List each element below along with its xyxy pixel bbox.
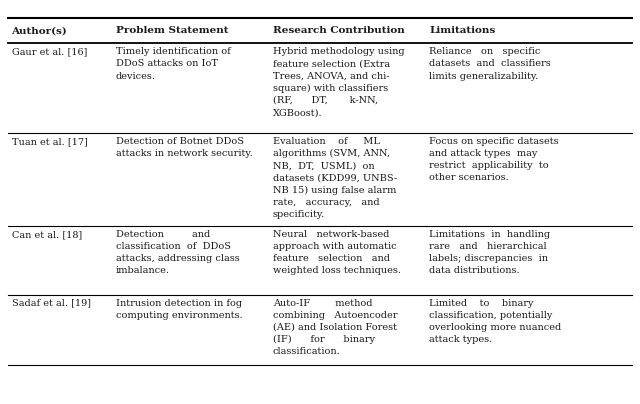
Text: attacks in network security.: attacks in network security. (116, 149, 253, 158)
Text: devices.: devices. (116, 72, 156, 80)
Text: attack types.: attack types. (429, 335, 493, 344)
Text: (IF)      for      binary: (IF) for binary (273, 335, 374, 344)
Text: combining   Autoencoder: combining Autoencoder (273, 311, 397, 320)
Text: Can et al. [18]: Can et al. [18] (12, 230, 82, 239)
Text: specificity.: specificity. (273, 210, 325, 219)
Text: feature selection (Extra: feature selection (Extra (273, 59, 390, 68)
Text: datasets (KDD99, UNBS-: datasets (KDD99, UNBS- (273, 173, 397, 183)
Text: data distributions.: data distributions. (429, 266, 520, 276)
Text: imbalance.: imbalance. (116, 266, 170, 276)
Text: rate,   accuracy,   and: rate, accuracy, and (273, 198, 380, 207)
Text: Limited    to    binary: Limited to binary (429, 299, 534, 307)
Text: classification.: classification. (273, 347, 340, 356)
Text: restrict  applicability  to: restrict applicability to (429, 161, 549, 170)
Text: Timely identification of: Timely identification of (116, 47, 230, 56)
Text: approach with automatic: approach with automatic (273, 242, 396, 251)
Text: NB,  DT,  USML)  on: NB, DT, USML) on (273, 161, 374, 170)
Text: Neural   network-based: Neural network-based (273, 230, 389, 239)
Text: Limitations: Limitations (429, 26, 496, 35)
Text: other scenarios.: other scenarios. (429, 173, 509, 183)
Text: Hybrid methodology using: Hybrid methodology using (273, 47, 404, 56)
Text: attacks, addressing class: attacks, addressing class (116, 254, 239, 263)
Text: datasets  and  classifiers: datasets and classifiers (429, 59, 551, 68)
Text: and attack types  may: and attack types may (429, 149, 538, 158)
Text: (AE) and Isolation Forest: (AE) and Isolation Forest (273, 323, 397, 332)
Text: rare   and   hierarchical: rare and hierarchical (429, 242, 547, 251)
Text: Detection of Botnet DDoS: Detection of Botnet DDoS (116, 137, 244, 146)
Text: Intrusion detection in fog: Intrusion detection in fog (116, 299, 242, 307)
Text: square) with classifiers: square) with classifiers (273, 84, 388, 93)
Text: Research Contribution: Research Contribution (273, 26, 404, 35)
Text: algorithms (SVM, ANN,: algorithms (SVM, ANN, (273, 149, 390, 158)
Text: Evaluation    of     ML: Evaluation of ML (273, 137, 380, 146)
Text: feature   selection   and: feature selection and (273, 254, 390, 263)
Text: Detection         and: Detection and (116, 230, 210, 239)
Text: Author(s): Author(s) (12, 26, 67, 35)
Text: Focus on specific datasets: Focus on specific datasets (429, 137, 559, 146)
Text: Limitations  in  handling: Limitations in handling (429, 230, 550, 239)
Text: Trees, ANOVA, and chi-: Trees, ANOVA, and chi- (273, 72, 389, 80)
Text: NB 15) using false alarm: NB 15) using false alarm (273, 185, 396, 195)
Text: weighted loss techniques.: weighted loss techniques. (273, 266, 401, 276)
Text: Auto-IF        method: Auto-IF method (273, 299, 372, 307)
Text: computing environments.: computing environments. (116, 311, 243, 320)
Text: Problem Statement: Problem Statement (116, 26, 228, 35)
Text: labels; discrepancies  in: labels; discrepancies in (429, 254, 548, 263)
Text: Reliance   on   specific: Reliance on specific (429, 47, 541, 56)
Text: classification  of  DDoS: classification of DDoS (116, 242, 231, 251)
Text: Gaur et al. [16]: Gaur et al. [16] (12, 47, 87, 56)
Text: (RF,      DT,       k-NN,: (RF, DT, k-NN, (273, 96, 378, 105)
Text: Tuan et al. [17]: Tuan et al. [17] (12, 137, 88, 146)
Text: XGBoost).: XGBoost). (273, 108, 323, 117)
Text: overlooking more nuanced: overlooking more nuanced (429, 323, 562, 332)
Text: limits generalizability.: limits generalizability. (429, 72, 539, 80)
Text: classification, potentially: classification, potentially (429, 311, 553, 320)
Text: Sadaf et al. [19]: Sadaf et al. [19] (12, 299, 90, 307)
Text: DDoS attacks on IoT: DDoS attacks on IoT (116, 59, 218, 68)
